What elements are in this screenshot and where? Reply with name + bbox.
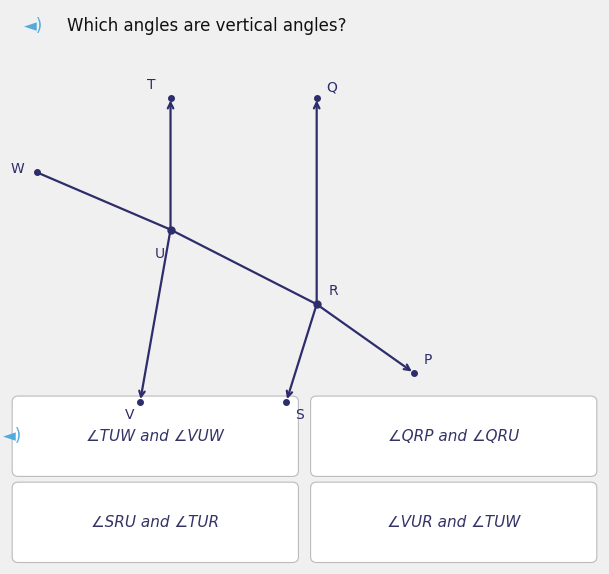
FancyBboxPatch shape [311,482,597,563]
FancyBboxPatch shape [12,396,298,476]
Text: P: P [423,354,432,367]
Text: ∠VUR and ∠TUW: ∠VUR and ∠TUW [387,515,521,530]
Text: T: T [147,78,155,92]
Text: ◄): ◄) [3,427,23,445]
Text: V: V [124,408,134,421]
Text: S: S [295,408,304,421]
FancyBboxPatch shape [12,482,298,563]
Text: U: U [154,247,164,261]
Text: ∠SRU and ∠TUR: ∠SRU and ∠TUR [91,515,219,530]
FancyBboxPatch shape [311,396,597,476]
Text: Q: Q [326,81,337,95]
Text: W: W [10,162,24,176]
Text: Which angles are vertical angles?: Which angles are vertical angles? [67,17,347,35]
Text: R: R [329,285,339,298]
Text: ∠QRP and ∠QRU: ∠QRP and ∠QRU [388,429,519,444]
Text: ◄): ◄) [24,17,44,35]
Text: ∠TUW and ∠VUW: ∠TUW and ∠VUW [86,429,224,444]
